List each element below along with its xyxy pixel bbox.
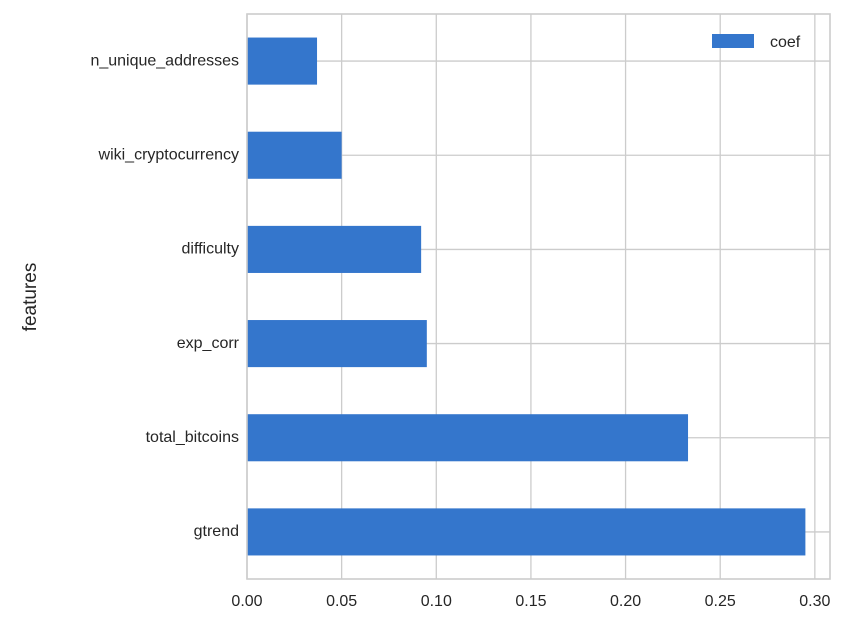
x-tick-label: 0.10	[421, 593, 452, 610]
bars	[247, 37, 806, 556]
legend: coef	[712, 34, 801, 51]
x-tick-label: 0.00	[231, 593, 262, 610]
grid	[246, 14, 830, 579]
y-axis-label: features	[20, 263, 41, 332]
y-category-label: gtrend	[194, 523, 239, 540]
x-tick-label: 0.20	[610, 593, 641, 610]
y-category-label: n_unique_addresses	[90, 52, 239, 69]
x-tick-labels: 0.00 0.05 0.10 0.15 0.20 0.25 0.30	[231, 593, 830, 610]
plot-frame	[246, 13, 831, 580]
bar-exp_corr	[247, 320, 427, 368]
bar-gtrend	[247, 508, 806, 556]
legend-label: coef	[770, 34, 801, 51]
x-tick-label: 0.25	[705, 593, 736, 610]
bar-n_unique_addresses	[247, 37, 318, 85]
x-tick-label: 0.30	[799, 593, 830, 610]
y-category-label: difficulty	[181, 241, 239, 258]
y-category-label: wiki_cryptocurrency	[98, 146, 239, 163]
y-category-label: exp_corr	[177, 335, 240, 352]
bar-total_bitcoins	[247, 414, 689, 462]
bar-difficulty	[247, 225, 422, 273]
y-category-labels: gtrend total_bitcoins exp_corr difficulty wi…	[90, 52, 239, 540]
x-tick-label: 0.15	[515, 593, 546, 610]
legend-swatch	[712, 34, 754, 48]
bar-wiki_cryptocurrency	[247, 131, 342, 179]
x-tick-label: 0.05	[326, 593, 357, 610]
y-category-label: total_bitcoins	[146, 429, 239, 446]
